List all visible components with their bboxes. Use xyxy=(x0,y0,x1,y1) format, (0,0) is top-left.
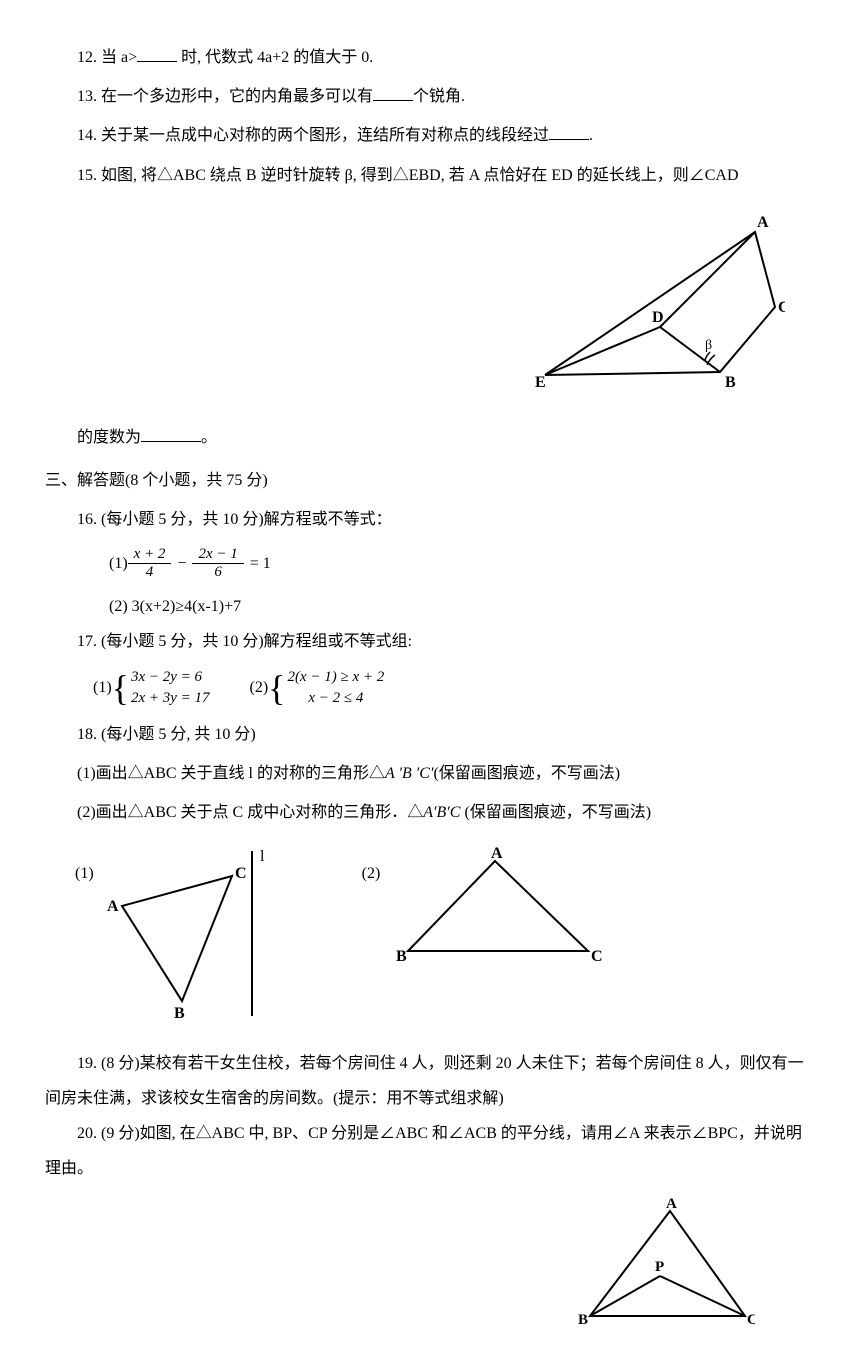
question-18-sub2: (2)画出△ABC 关于点 C 成中心对称的三角形．△A′B′C (保留画图痕迹… xyxy=(45,795,815,830)
q18-figures: (1) A B C l (2) A B C xyxy=(75,846,815,1021)
q19-text: 19. (8 分)某校有若干女生住校，若每个房间住 4 人，则还剩 20 人未住… xyxy=(45,1055,804,1107)
q16-frac2: 2x − 1 6 xyxy=(192,546,243,580)
q18-fig1-svg: A B C l xyxy=(102,846,282,1021)
q16-sub1: (1) x + 2 4 − 2x − 1 6 = 1 xyxy=(109,546,815,581)
svg-text:C: C xyxy=(591,948,603,965)
svg-text:D: D xyxy=(652,309,664,326)
svg-text:A: A xyxy=(757,214,769,231)
svg-text:C: C xyxy=(778,299,785,316)
q15-triangle-svg: A C B D E β xyxy=(535,207,785,397)
svg-text:P: P xyxy=(655,1259,664,1275)
question-13: 13. 在一个多边形中，它的内角最多可以有个锐角. xyxy=(45,79,815,114)
question-15-continuation: 的度数为。 xyxy=(45,420,815,455)
q18-fig2-svg: A B C xyxy=(388,846,608,976)
question-18-intro: 18. (每小题 5 分, 共 10 分) xyxy=(45,717,815,752)
q18-fig1-label: (1) xyxy=(75,856,94,891)
svg-text:l: l xyxy=(260,848,265,865)
q17-sys2-label: (2) xyxy=(250,670,269,705)
q17-sys1-eq2: 2x + 3y = 17 xyxy=(131,688,210,709)
q15-figure: A C B D E β xyxy=(535,207,785,410)
question-18-sub1: (1)画出△ABC 关于直线 l 的对称的三角形△A ′B ′C′(保留画图痕迹… xyxy=(45,756,815,791)
svg-text:A: A xyxy=(666,1196,677,1212)
q20-triangle-svg: A B C P xyxy=(575,1196,755,1326)
q17-sys2: (2) { 2(x − 1) ≥ x + 2 x − 2 ≤ 4 xyxy=(250,667,385,709)
svg-text:B: B xyxy=(578,1312,588,1326)
q20-figure: A B C P xyxy=(575,1196,755,1339)
brace-icon: { xyxy=(112,670,129,706)
q16-equals: = 1 xyxy=(250,546,271,581)
svg-text:A: A xyxy=(491,846,503,862)
svg-text:β: β xyxy=(705,338,712,353)
q18-figure2: (2) A B C xyxy=(362,846,609,976)
svg-text:A: A xyxy=(107,898,119,915)
question-17-intro: 17. (每小题 5 分，共 10 分)解方程组或不等式组: xyxy=(45,624,815,659)
question-14: 14. 关于某一点成中心对称的两个图形，连结所有对称点的线段经过. xyxy=(45,118,815,153)
svg-text:E: E xyxy=(535,374,546,391)
question-16-intro: 16. (每小题 5 分，共 10 分)解方程或不等式： xyxy=(45,502,815,537)
q15-text-part2: 的度数为。 xyxy=(77,429,217,446)
q13-text: 13. 在一个多边形中，它的内角最多可以有个锐角. xyxy=(77,88,465,105)
section-3-header: 三、解答题(8 个小题，共 75 分) xyxy=(45,463,815,498)
question-20: 20. (9 分)如图, 在△ABC 中, BP、CP 分别是∠ABC 和∠AC… xyxy=(45,1116,815,1186)
q14-text: 14. 关于某一点成中心对称的两个图形，连结所有对称点的线段经过. xyxy=(77,127,593,144)
q16-frac1: x + 2 4 xyxy=(128,546,172,580)
brace-icon: { xyxy=(268,670,285,706)
q12-text: 12. 当 a> 时, 代数式 4a+2 的值大于 0. xyxy=(77,49,373,66)
svg-text:B: B xyxy=(396,948,407,965)
q17-sys2-eq2: x − 2 ≤ 4 xyxy=(287,688,384,709)
q17-sys1-eq1: 3x − 2y = 6 xyxy=(131,667,210,688)
svg-text:C: C xyxy=(235,865,247,882)
q16-sub1-label: (1) xyxy=(109,546,128,581)
q17-systems: (1) { 3x − 2y = 6 2x + 3y = 17 (2) { 2(x… xyxy=(93,667,815,709)
q16-minus: − xyxy=(177,546,186,581)
q20-text: 20. (9 分)如图, 在△ABC 中, BP、CP 分别是∠ABC 和∠AC… xyxy=(45,1125,802,1177)
q18-figure1: (1) A B C l xyxy=(75,846,282,1021)
svg-text:B: B xyxy=(174,1005,185,1021)
svg-text:C: C xyxy=(747,1312,755,1326)
q17-sys1-label: (1) xyxy=(93,670,112,705)
q16-sub2: (2) 3(x+2)≥4(x-1)+7 xyxy=(45,589,815,624)
q17-sys1: (1) { 3x − 2y = 6 2x + 3y = 17 xyxy=(93,667,210,709)
q17-sys2-eq1: 2(x − 1) ≥ x + 2 xyxy=(287,667,384,688)
q18-fig2-label: (2) xyxy=(362,856,381,891)
question-15: 15. 如图, 将△ABC 绕点 B 逆时针旋转 β, 得到△EBD, 若 A … xyxy=(45,158,815,193)
question-19: 19. (8 分)某校有若干女生住校，若每个房间住 4 人，则还剩 20 人未住… xyxy=(45,1046,815,1116)
question-12: 12. 当 a> 时, 代数式 4a+2 的值大于 0. xyxy=(45,40,815,75)
svg-text:B: B xyxy=(725,374,736,391)
q15-text-part1: 15. 如图, 将△ABC 绕点 B 逆时针旋转 β, 得到△EBD, 若 A … xyxy=(77,167,739,184)
